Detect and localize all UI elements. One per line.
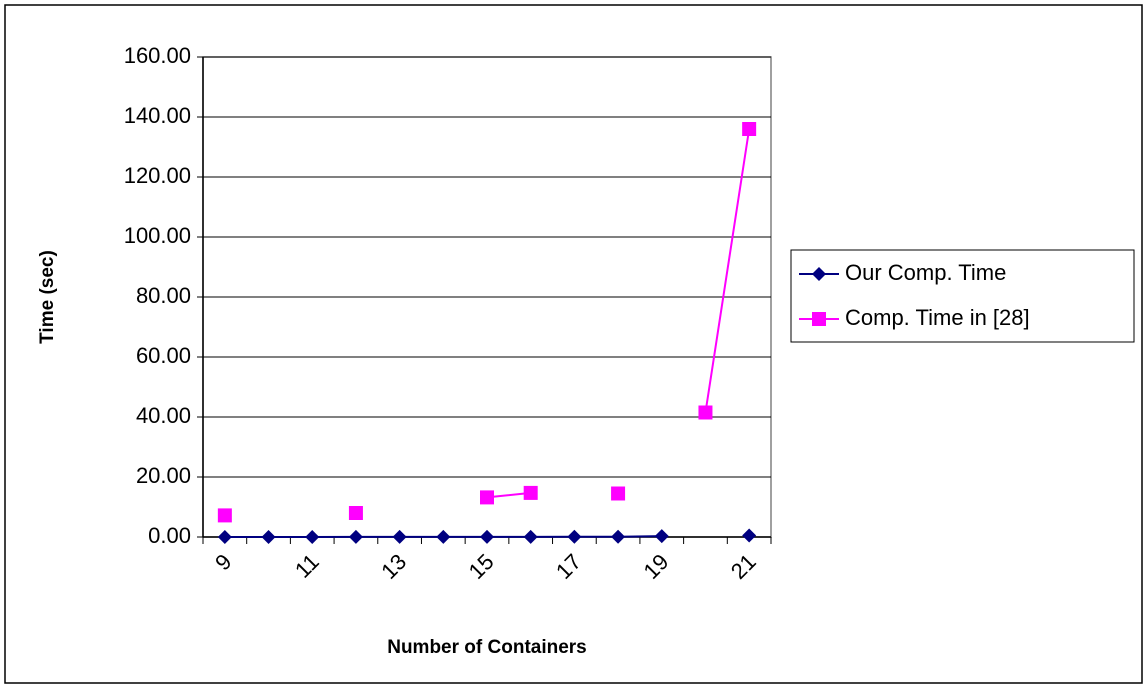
y-tick-label: 80.00	[136, 283, 191, 308]
marker	[392, 529, 407, 544]
marker	[305, 529, 320, 544]
series	[217, 528, 757, 544]
y-tick-label: 160.00	[124, 43, 191, 68]
marker	[436, 529, 451, 544]
y-tick-label: 0.00	[148, 523, 191, 548]
series	[217, 122, 757, 523]
marker	[523, 485, 538, 500]
series-line	[486, 128, 751, 499]
legend-label: Comp. Time in [28]	[845, 305, 1030, 330]
marker	[348, 529, 363, 544]
y-tick-label: 20.00	[136, 463, 191, 488]
x-axis-label: Number of Containers	[387, 637, 587, 658]
y-tick-label: 40.00	[136, 403, 191, 428]
marker	[812, 267, 826, 281]
y-tick-label: 100.00	[124, 223, 191, 248]
marker	[611, 486, 626, 501]
y-tick-label: 140.00	[124, 103, 191, 128]
marker	[567, 529, 582, 544]
marker	[654, 529, 669, 544]
marker	[742, 122, 757, 136]
marker	[480, 490, 494, 505]
marker	[261, 529, 276, 544]
marker	[523, 529, 538, 544]
y-axis-label: Time (sec)	[37, 250, 58, 344]
y-tick-label: 120.00	[124, 163, 191, 188]
marker	[742, 528, 757, 543]
marker	[611, 529, 626, 544]
marker	[217, 508, 232, 523]
y-tick-label: 60.00	[136, 343, 191, 368]
marker	[348, 506, 363, 520]
legend-label: Our Comp. Time	[845, 260, 1006, 285]
marker	[812, 312, 826, 326]
legend-box	[790, 249, 1135, 343]
marker	[217, 529, 232, 544]
marker	[480, 529, 494, 544]
marker	[698, 405, 713, 420]
